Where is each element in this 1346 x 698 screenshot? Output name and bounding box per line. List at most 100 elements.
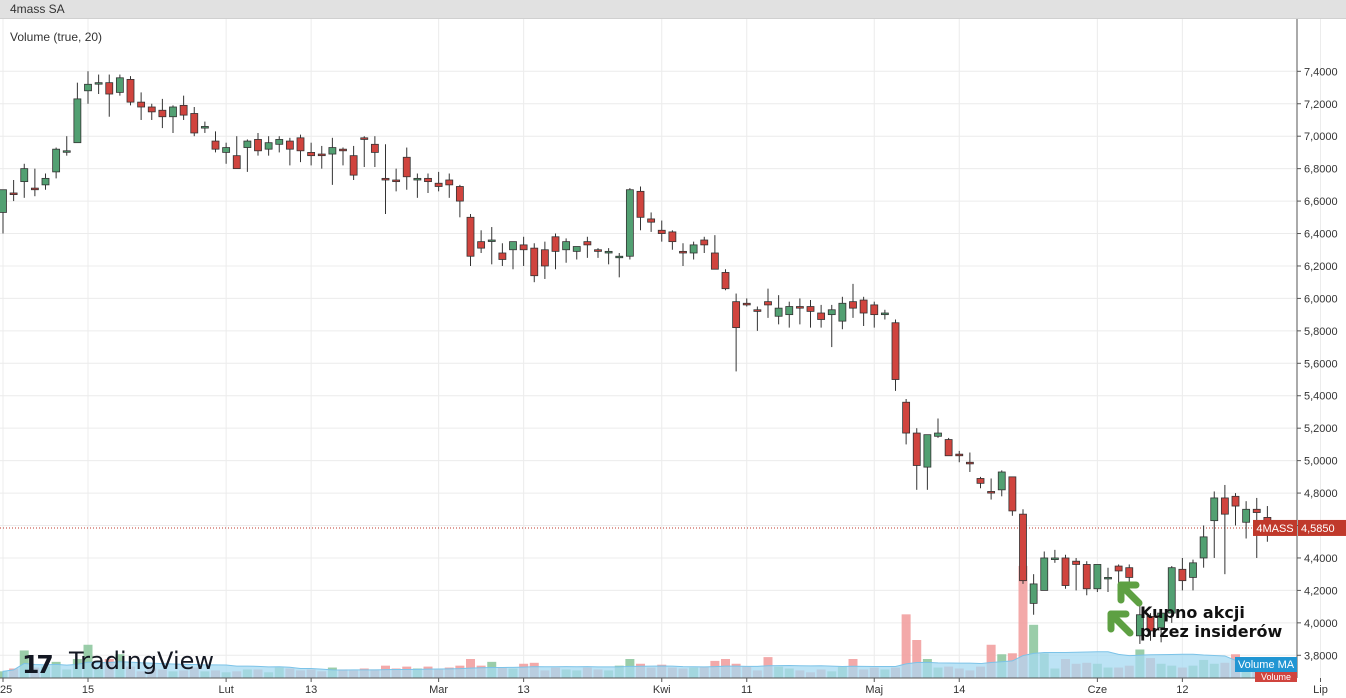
grid xyxy=(0,19,1321,678)
candle xyxy=(795,298,804,325)
time-tick-label: 13 xyxy=(305,684,317,696)
candle-body xyxy=(594,249,602,252)
candle-body xyxy=(402,156,411,178)
candle xyxy=(254,132,262,156)
candle xyxy=(647,212,656,232)
candle-body xyxy=(498,252,507,260)
candle xyxy=(859,296,868,326)
window-title: 4mass SA xyxy=(10,2,65,16)
candle-body xyxy=(625,189,634,257)
candle xyxy=(880,309,889,320)
candle-body xyxy=(764,301,772,306)
candle xyxy=(742,298,751,307)
candle-body xyxy=(1199,536,1208,559)
candle xyxy=(934,418,942,438)
candle-body xyxy=(955,453,964,457)
candle xyxy=(870,301,879,328)
candle-body xyxy=(94,82,103,85)
time-tick-label: 025 xyxy=(0,684,12,696)
candle-body xyxy=(615,255,624,259)
candle-body xyxy=(392,179,401,183)
candle xyxy=(487,227,496,265)
candle xyxy=(657,220,666,242)
volume-study-label[interactable]: Volume (true, 20) xyxy=(10,30,103,44)
tradingview-logo-icon: 17 xyxy=(22,650,54,679)
volume-bar xyxy=(986,644,996,678)
candle-body xyxy=(1210,497,1219,522)
price-tick-label: 7,4000 xyxy=(1304,66,1338,78)
candle-body xyxy=(0,189,7,213)
time-tick-label: Lip xyxy=(1313,684,1328,696)
candle-body xyxy=(1114,565,1123,572)
symbol-badge xyxy=(1253,519,1297,536)
candle-body xyxy=(179,104,188,116)
candle-body xyxy=(902,401,911,434)
candle xyxy=(455,184,464,218)
price-tick-label: 7,0000 xyxy=(1304,131,1338,143)
candle xyxy=(636,186,645,231)
candle xyxy=(987,478,996,500)
candle-body xyxy=(827,309,836,316)
candle-body xyxy=(424,177,432,183)
candle xyxy=(169,105,177,133)
candle-body xyxy=(1146,615,1155,632)
candle-body xyxy=(965,461,974,465)
candle-body xyxy=(1178,568,1187,582)
price-axis[interactable]: 3,80004,00004,20004,40004,60004,80005,00… xyxy=(1296,19,1338,678)
candle xyxy=(232,136,241,170)
candle xyxy=(317,145,326,169)
candle-body xyxy=(1135,614,1144,637)
candle-body xyxy=(944,439,953,457)
candle xyxy=(84,71,92,104)
candle xyxy=(1199,525,1208,568)
candle-body xyxy=(742,302,751,306)
candle-body xyxy=(1125,567,1134,578)
candle-body xyxy=(243,140,252,148)
time-axis[interactable]: 025 15 Lut 13 Mar 13 Kwi 11 Maj 14 Cze 12 Lip xyxy=(0,677,1328,696)
candle-body xyxy=(360,137,369,140)
candle xyxy=(424,173,432,193)
candle xyxy=(923,434,932,490)
candle-body xyxy=(912,432,921,466)
candle-body xyxy=(891,322,900,380)
candle-body xyxy=(1040,557,1049,591)
candle-body xyxy=(647,218,656,223)
candle xyxy=(774,295,783,325)
candle xyxy=(1189,559,1197,591)
volume-badge xyxy=(1255,672,1297,682)
candle-body xyxy=(147,106,156,113)
price-tick-label: 5,6000 xyxy=(1304,358,1338,370)
candle-body xyxy=(753,309,762,312)
candle xyxy=(1157,611,1166,643)
candle xyxy=(721,269,730,291)
candle-body xyxy=(700,239,709,246)
candle xyxy=(1135,603,1144,644)
candle xyxy=(1231,493,1240,526)
candle xyxy=(1050,549,1059,563)
candle-body xyxy=(1072,560,1081,565)
candle xyxy=(1082,561,1091,596)
candle-body xyxy=(1231,495,1240,507)
candle xyxy=(785,301,794,328)
candle xyxy=(997,470,1006,497)
time-tick-label: Lut xyxy=(218,684,233,696)
candle xyxy=(1178,557,1187,591)
candle-body xyxy=(349,155,358,176)
candle-body xyxy=(934,432,942,437)
candle xyxy=(392,168,401,192)
candle xyxy=(700,236,709,253)
candle xyxy=(572,246,581,260)
price-tick-label: 4,2000 xyxy=(1304,585,1338,597)
candle-body xyxy=(466,216,475,257)
candle-body xyxy=(987,491,996,494)
price-tick-label: 4,0000 xyxy=(1304,618,1338,630)
candle-body xyxy=(530,247,539,277)
candle xyxy=(732,293,741,372)
price-tick-label: 5,4000 xyxy=(1304,391,1338,403)
candle xyxy=(540,241,549,279)
candlestick-chart[interactable]: 3,80004,00004,20004,40004,60004,80005,00… xyxy=(0,19,1346,698)
candle-body xyxy=(275,139,284,145)
candle-body xyxy=(732,301,741,329)
candle xyxy=(137,92,146,120)
